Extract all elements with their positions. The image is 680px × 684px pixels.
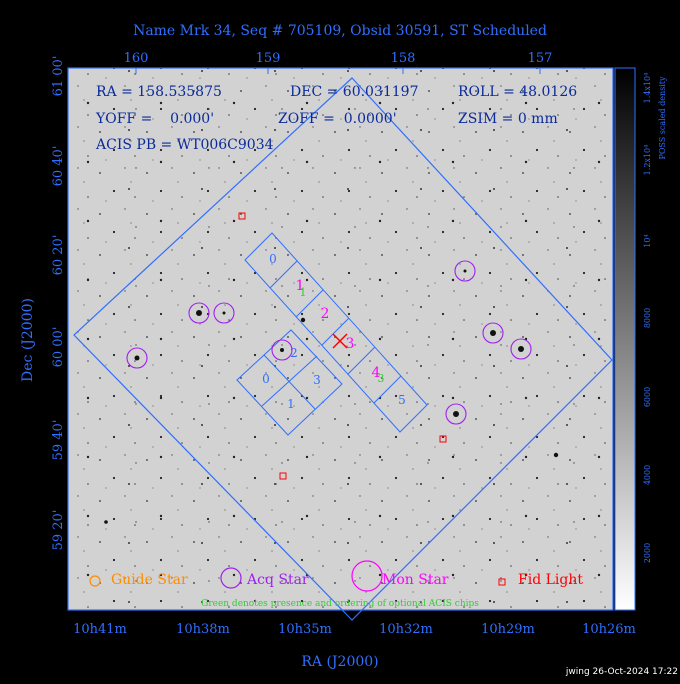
acq-star-marker [188, 302, 210, 324]
dec-tick-label: 59 20' [51, 510, 66, 551]
guide-star-legend-icon [89, 575, 101, 587]
chip-label-s: 3 [313, 373, 321, 387]
acq-star-marker [510, 338, 532, 360]
optional-chip-order: 3 [378, 372, 385, 385]
legend-mon-label: Mon Star [382, 572, 449, 588]
acq-star-marker [445, 403, 467, 425]
acq-star-dots [104, 269, 559, 524]
ra-tick-label: 10h29m [481, 622, 535, 637]
fid-light-marker [439, 435, 447, 443]
field-of-view-outline [73, 77, 613, 621]
legend-acq-label: Acq Star [246, 572, 309, 588]
dec-tick-label: 60 40' [51, 146, 66, 187]
acq-star-legend-icon [220, 567, 242, 589]
colorbar: POSS scaled density 1.4x10⁴ 1.2x10⁴ 10⁴ … [614, 67, 667, 611]
colorbar-tick: 8000 [643, 308, 652, 328]
top-tick-label: 160 [124, 51, 149, 66]
legend-note: Green denotes presence and ordering of o… [201, 599, 479, 609]
ra-tick-label: 10h35m [278, 622, 332, 637]
target-marker [332, 333, 348, 349]
acq-star-marker [482, 322, 504, 344]
info-zsim: ZSIM = 0 mm [458, 111, 558, 127]
colorbar-tick: 1.4x10⁴ [643, 73, 652, 104]
top-ticks: 160 159 158 157 [124, 51, 553, 74]
chip-label-i: 5 [398, 393, 406, 407]
info-acis: ACIS PB = WT006C9034 [95, 137, 274, 153]
chip-label-i: 0 [269, 252, 277, 266]
dec-tick-label: 59 40' [51, 420, 66, 461]
mon-star-legend-icon [351, 560, 383, 592]
colorbar-label: POSS scaled density [658, 76, 667, 160]
ra-tick-label: 10h32m [379, 622, 433, 637]
info-dec: DEC = 60.031197 [290, 84, 419, 100]
legend-guide-label: Guide Star [111, 572, 188, 588]
footer-timestamp: jwing 26-Oct-2024 17:22 [565, 667, 678, 677]
x-axis-label: RA (J2000) [301, 654, 378, 670]
colorbar-tick: 2000 [643, 543, 652, 563]
acq-star-marker [126, 347, 148, 369]
y-axis-label: Dec (J2000) [20, 298, 36, 382]
acq-star-marker [213, 302, 235, 324]
legend: Guide Star Acq Star Mon Star Fid Light G… [89, 560, 583, 609]
chart-title: Name Mrk 34, Seq # 705109, Obsid 30591, … [133, 23, 547, 39]
plot-frame [67, 67, 614, 611]
top-tick-label: 159 [256, 51, 281, 66]
fid-light-legend-icon [498, 578, 506, 586]
top-tick-label: 158 [391, 51, 416, 66]
fid-lights [238, 212, 447, 480]
acq-star-marker [454, 260, 476, 282]
colorbar-tick: 1.2x10⁴ [643, 145, 652, 176]
chip-label-i: 1 [296, 278, 305, 294]
legend-fid-label: Fid Light [518, 572, 583, 588]
chip-label-i: 4 [372, 365, 381, 381]
chip-label-s: 2 [290, 346, 298, 360]
colorbar-tick: 10⁴ [643, 234, 652, 247]
ra-tick-label: 10h41m [73, 622, 127, 637]
ra-tick-label: 10h38m [176, 622, 230, 637]
dec-ticks: 61 00' 60 40' 60 20' 60 00' 59 40' 59 20… [51, 56, 66, 551]
dec-tick-label: 61 00' [51, 56, 66, 97]
bottom-ticks: 10h41m 10h38m 10h35m 10h32m 10h29m 10h26… [73, 622, 636, 637]
fid-light-marker [279, 472, 287, 480]
dec-tick-label: 60 20' [51, 235, 66, 276]
acis-s-array [244, 232, 428, 433]
acq-stars [126, 260, 532, 425]
info-zoff: ZOFF = 0.0000' [278, 111, 397, 127]
top-tick-label: 157 [528, 51, 553, 66]
info-yoff: YOFF = 0.000' [95, 111, 214, 127]
info-ra: RA = 158.535875 [96, 84, 222, 100]
dec-tick-label: 60 00' [51, 327, 66, 368]
fid-light-marker [238, 212, 246, 220]
colorbar-tick: 6000 [643, 387, 652, 407]
optional-chip-order: 1 [300, 286, 307, 299]
info-roll: ROLL = 48.0126 [458, 84, 577, 100]
acq-star-marker [271, 339, 293, 361]
chip-label-i: 2 [321, 306, 330, 322]
chip-label-i: 3 [346, 336, 355, 352]
chip-label-s: 1 [287, 397, 295, 411]
colorbar-tick: 4000 [643, 465, 652, 485]
ra-tick-label: 10h26m [582, 622, 636, 637]
chip-label-s: 0 [262, 372, 270, 386]
